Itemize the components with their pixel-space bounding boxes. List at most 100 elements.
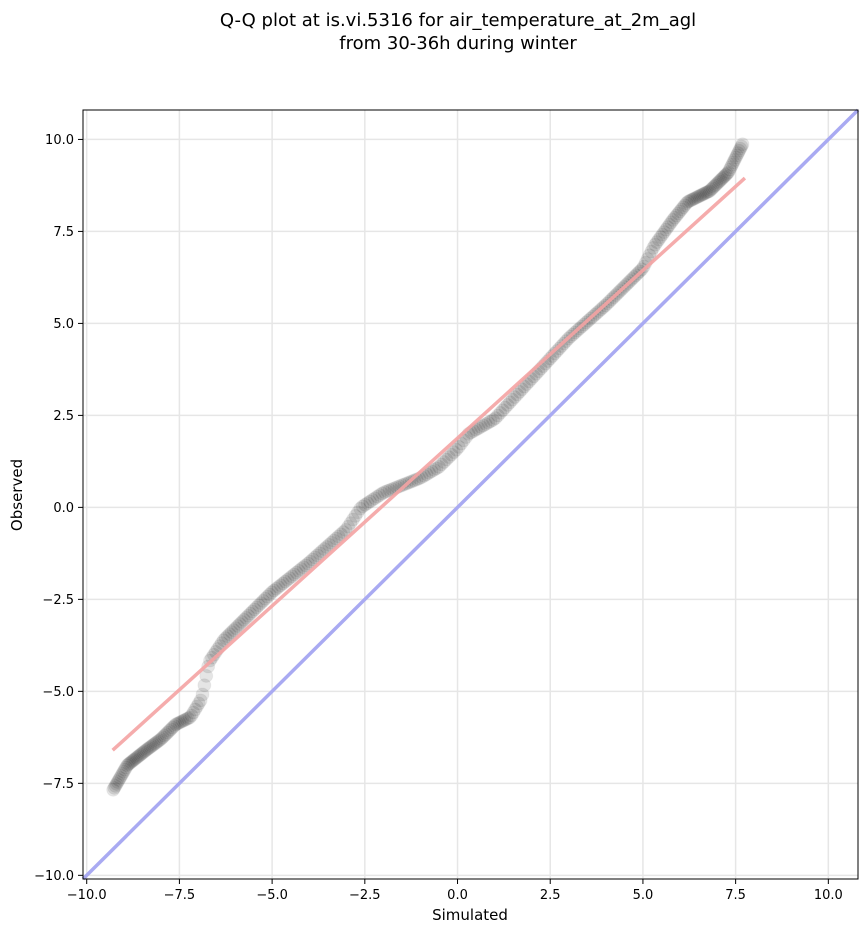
data-point xyxy=(269,581,284,596)
data-point xyxy=(121,757,136,772)
data-point xyxy=(699,185,714,200)
data-point xyxy=(251,598,266,613)
data-point xyxy=(137,744,152,759)
data-point xyxy=(690,189,705,204)
data-point xyxy=(649,235,664,250)
data-point xyxy=(692,189,707,204)
data-point xyxy=(696,186,711,201)
data-point xyxy=(130,749,145,764)
data-point xyxy=(160,725,175,740)
data-point xyxy=(109,776,124,791)
data-point xyxy=(684,193,699,208)
data-point xyxy=(676,200,691,215)
data-point xyxy=(422,465,437,480)
data-point xyxy=(307,550,322,565)
fit-line xyxy=(111,176,747,752)
data-point xyxy=(287,567,302,582)
data-point xyxy=(667,210,682,225)
data-point xyxy=(201,659,216,674)
data-point xyxy=(145,738,160,753)
data-point xyxy=(291,563,306,578)
y-tick-label: 2.5 xyxy=(53,409,74,424)
data-point xyxy=(146,737,161,752)
data-point xyxy=(324,535,339,550)
data-point xyxy=(247,602,262,617)
data-point xyxy=(431,459,446,474)
data-point xyxy=(158,727,173,742)
data-point xyxy=(517,379,532,394)
data-point xyxy=(119,760,134,775)
data-point xyxy=(124,755,139,770)
data-point xyxy=(653,230,668,245)
data-point xyxy=(222,627,237,642)
data-point xyxy=(478,417,493,432)
data-point xyxy=(718,167,733,182)
y-tick-label: −5.0 xyxy=(42,685,74,700)
data-point xyxy=(157,728,172,743)
data-point xyxy=(267,583,282,598)
data-point xyxy=(234,614,249,629)
data-point xyxy=(129,750,144,765)
data-point xyxy=(380,484,395,499)
data-point xyxy=(322,537,337,552)
data-point xyxy=(303,554,318,569)
y-axis-label: Observed xyxy=(8,459,26,531)
data-point xyxy=(367,491,382,506)
data-point xyxy=(140,742,155,757)
data-point xyxy=(177,713,192,728)
data-point xyxy=(476,418,491,433)
x-axis-ticks: −10.0 −7.5 −5.0 −2.5 0.0 2.5 5.0 7.5 10.0 xyxy=(67,879,843,903)
data-point xyxy=(317,542,332,557)
data-point xyxy=(490,408,505,423)
data-point xyxy=(333,527,348,542)
data-point xyxy=(471,421,486,436)
data-point xyxy=(350,505,365,520)
y-tick-label: −10.0 xyxy=(34,869,74,884)
data-point xyxy=(336,525,351,540)
data-point xyxy=(512,384,527,399)
data-point xyxy=(338,522,353,537)
data-point xyxy=(429,461,444,476)
data-point xyxy=(264,585,279,600)
data-point xyxy=(154,731,169,746)
data-point xyxy=(326,533,341,548)
data-point xyxy=(498,400,513,415)
data-point xyxy=(114,768,129,783)
data-point xyxy=(502,395,517,410)
data-point xyxy=(133,747,148,762)
data-point xyxy=(394,478,409,493)
data-point xyxy=(143,739,158,754)
data-point xyxy=(188,702,203,717)
data-point xyxy=(310,548,325,563)
reference-line-segment xyxy=(81,108,860,881)
data-point xyxy=(230,619,245,634)
data-point xyxy=(228,621,243,636)
data-point xyxy=(170,716,185,731)
data-point xyxy=(725,157,740,172)
data-point xyxy=(149,735,164,750)
data-point xyxy=(439,452,454,467)
data-point xyxy=(305,552,320,567)
data-point xyxy=(165,720,180,735)
data-point xyxy=(733,141,748,156)
data-point xyxy=(167,718,182,733)
data-point xyxy=(107,780,122,795)
data-point xyxy=(493,405,508,420)
data-point xyxy=(500,397,515,412)
data-point xyxy=(669,208,684,223)
data-point xyxy=(125,754,140,769)
data-point xyxy=(662,217,677,232)
data-point xyxy=(204,650,219,665)
data-point xyxy=(182,710,197,725)
data-point xyxy=(549,344,564,359)
data-point xyxy=(427,462,442,477)
data-point xyxy=(163,722,178,737)
data-point xyxy=(132,748,147,763)
data-point xyxy=(353,501,368,516)
data-point xyxy=(481,415,496,430)
fit-line-segment xyxy=(111,176,747,752)
x-axis-label: Simulated xyxy=(432,906,508,924)
data-point xyxy=(702,184,717,199)
data-point xyxy=(507,390,522,405)
